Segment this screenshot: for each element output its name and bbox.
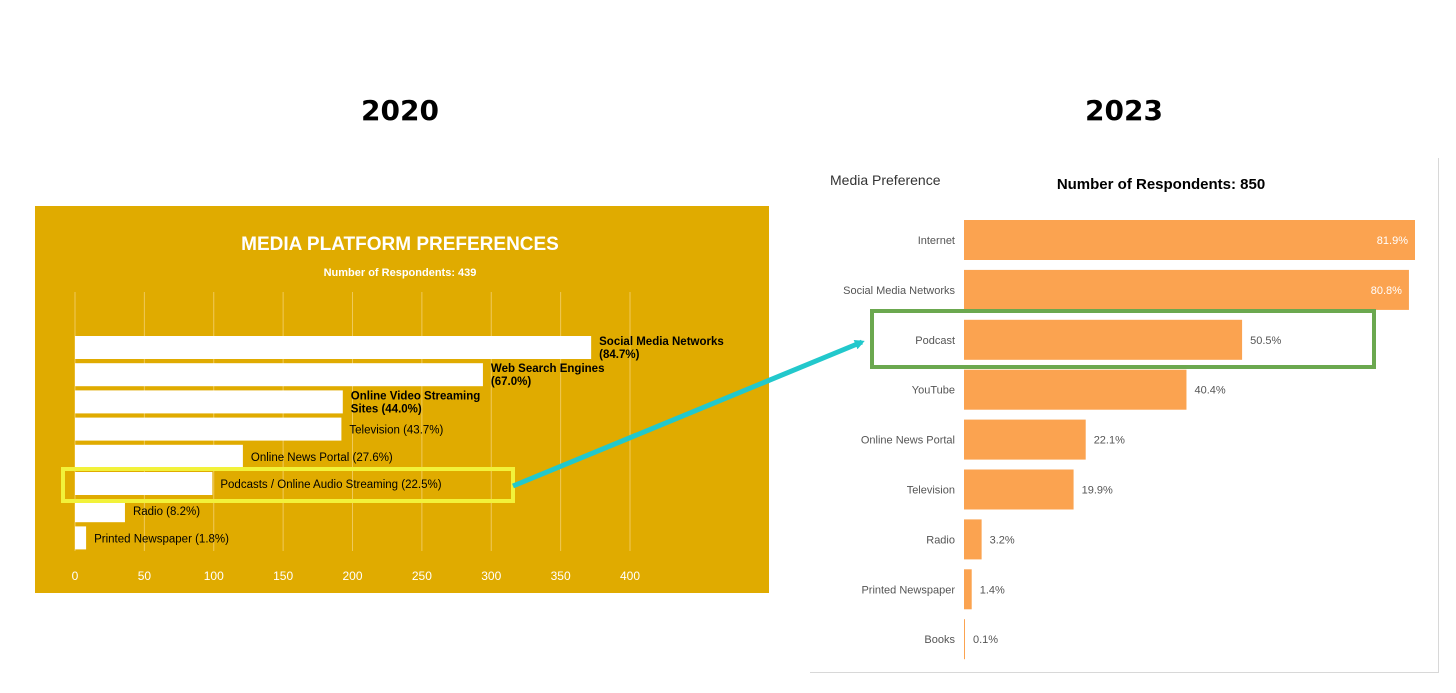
chart-2023-panel: Media Preference Number of Respondents: … — [810, 158, 1439, 673]
bar-2023-3 — [964, 319, 1243, 360]
chart-2020-subtitle: Number of Respondents: 439 — [324, 267, 477, 279]
x-tick-label-2020: 150 — [273, 569, 293, 583]
bar-label-2020-5: Online News Portal (27.6%) — [251, 452, 393, 464]
x-tick-label-2020: 50 — [138, 569, 152, 583]
x-tick-label-2020: 400 — [620, 569, 640, 583]
category-label-2023: Radio — [926, 534, 955, 546]
bar-2020-5 — [75, 444, 243, 468]
category-label-2023: Social Media Networks — [843, 285, 955, 297]
bar-2020-1 — [75, 336, 592, 359]
bar-label-2020-2: Web Search Engines — [491, 363, 605, 375]
bar-2020-7 — [75, 499, 125, 523]
x-tick-label-2020: 350 — [551, 569, 571, 583]
chart-2020-panel: MEDIA PLATFORM PREFERENCES Number of Res… — [35, 206, 769, 593]
year-2023-heading: 2023 — [1085, 94, 1163, 127]
x-tick-label-2020: 200 — [342, 569, 362, 583]
value-label-2023: 50.5% — [1250, 335, 1281, 347]
category-label-2023: Podcast — [915, 335, 955, 347]
value-label-2023: 80.8% — [1371, 285, 1402, 297]
bar-2023-9 — [964, 619, 965, 660]
bar-label-2020-6: Podcasts / Online Audio Streaming (22.5%… — [220, 479, 441, 491]
bar-2023-1 — [964, 220, 1415, 260]
bar-label-2020-8: Printed Newspaper (1.8%) — [94, 533, 229, 545]
bar-2023-2 — [964, 269, 1409, 310]
category-label-2023: Internet — [918, 235, 955, 247]
bar-2020-8 — [75, 526, 87, 550]
chart-2023-subtitle: Number of Respondents: 850 — [1057, 176, 1265, 193]
bar-label-2020-4: Television (43.7%) — [349, 425, 443, 437]
bar-label-2020-7: Radio (8.2%) — [133, 506, 200, 518]
chart-2020: MEDIA PLATFORM PREFERENCES Number of Res… — [72, 234, 724, 583]
chart-2023: Media Preference Number of Respondents: … — [830, 172, 1415, 660]
x-tick-label-2020: 300 — [481, 569, 501, 583]
x-tick-label-2020: 250 — [412, 569, 432, 583]
x-tick-label-2020: 0 — [72, 569, 79, 583]
bar-2020-3 — [75, 390, 343, 414]
value-label-2023: 22.1% — [1094, 435, 1125, 447]
bar-2020-4 — [75, 417, 342, 441]
bar-label-2020-2: (67.0%) — [491, 376, 531, 388]
bar-label-2020-1: (84.7%) — [599, 349, 639, 361]
value-label-2023: 0.1% — [973, 634, 998, 646]
chart-2023-title: Media Preference — [830, 172, 941, 188]
category-label-2023: YouTube — [912, 385, 955, 397]
bar-label-2020-3: Online Video Streaming — [351, 390, 481, 402]
chart-2020-title: MEDIA PLATFORM PREFERENCES — [241, 234, 559, 255]
bar-label-2020-3: Sites (44.0%) — [351, 403, 422, 415]
bar-2020-2 — [75, 363, 483, 387]
category-label-2023: Books — [924, 634, 955, 646]
bar-2023-7 — [964, 519, 982, 560]
value-label-2023: 1.4% — [980, 584, 1005, 596]
value-label-2023: 40.4% — [1194, 385, 1225, 397]
value-label-2023: 3.2% — [990, 534, 1015, 546]
category-label-2023: Online News Portal — [861, 435, 955, 447]
bar-2023-4 — [964, 369, 1187, 410]
value-label-2023: 81.9% — [1377, 235, 1408, 247]
bar-2020-6 — [75, 472, 213, 495]
bar-2023-8 — [964, 569, 972, 610]
bar-label-2020-1: Social Media Networks — [599, 336, 724, 348]
category-label-2023: Television — [907, 485, 955, 497]
year-2020-heading: 2020 — [361, 94, 439, 127]
bar-2023-6 — [964, 469, 1074, 510]
category-label-2023: Printed Newspaper — [861, 584, 955, 596]
x-tick-label-2020: 100 — [204, 569, 224, 583]
value-label-2023: 19.9% — [1082, 485, 1113, 497]
bar-2023-5 — [964, 419, 1086, 460]
